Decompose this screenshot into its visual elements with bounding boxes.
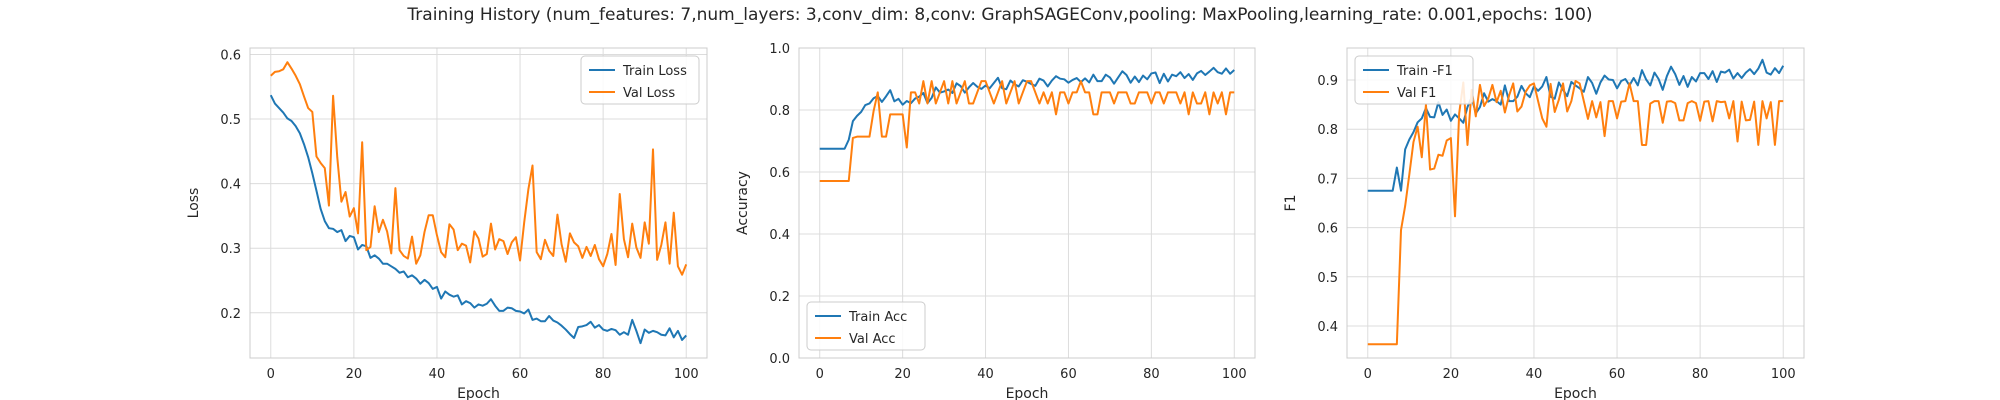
x-tick-label: 60 bbox=[1609, 367, 1626, 382]
x-tick-label: 20 bbox=[894, 367, 911, 382]
y-axis-label: Accuracy bbox=[735, 171, 751, 235]
x-tick-label: 0 bbox=[267, 367, 275, 382]
chart-panel-accuracy: 0 20 40 60 80 100 0.0 0.2 0.4 0.6 0.8 1.0 Epoch Accur… bbox=[735, 42, 1256, 400]
x-tick-label: 100 bbox=[1771, 367, 1796, 382]
x-tick-label: 40 bbox=[1526, 367, 1543, 382]
y-tick-label: 0.3 bbox=[220, 242, 241, 257]
plot-frame bbox=[798, 47, 1256, 359]
legend: Train Acc Val Acc bbox=[806, 301, 926, 351]
legend-label: Train -F1 bbox=[1396, 64, 1453, 79]
x-tick-label: 60 bbox=[512, 367, 529, 382]
y-tick-label: 0.6 bbox=[769, 166, 790, 181]
chart-panel-loss: 0 20 40 60 80 100 0.2 0.3 0.4 0.5 0.6 Epoch Loss Trai… bbox=[186, 47, 708, 400]
x-tick-label: 0 bbox=[816, 367, 824, 382]
y-tick-label: 1.0 bbox=[769, 42, 790, 57]
x-tick-label: 80 bbox=[595, 367, 612, 382]
y-tick-label: 0.9 bbox=[1317, 74, 1338, 89]
y-tick-label: 0.4 bbox=[769, 228, 790, 243]
y-tick-label: 0.2 bbox=[769, 290, 790, 305]
y-tick-label: 0.7 bbox=[1317, 172, 1338, 187]
x-axis-label: Epoch bbox=[457, 386, 500, 400]
y-tick-label: 0.2 bbox=[220, 307, 241, 322]
y-tick-label: 0.0 bbox=[769, 352, 790, 367]
legend-label: Val Loss bbox=[623, 86, 675, 101]
y-axis-label: Loss bbox=[186, 188, 202, 219]
x-tick-label: 80 bbox=[1143, 367, 1160, 382]
x-tick-label: 0 bbox=[1364, 367, 1372, 382]
y-tick-label: 0.4 bbox=[1317, 320, 1338, 335]
legend-label: Val F1 bbox=[1397, 86, 1436, 101]
y-tick-label: 0.6 bbox=[1317, 222, 1338, 237]
legend: Train Loss Val Loss bbox=[580, 55, 700, 105]
x-tick-label: 80 bbox=[1692, 367, 1709, 382]
x-tick-label: 20 bbox=[1443, 367, 1460, 382]
legend-label: Train Acc bbox=[848, 310, 907, 325]
y-axis-label: F1 bbox=[1283, 195, 1299, 212]
legend-label: Val Acc bbox=[849, 332, 896, 347]
x-tick-label: 40 bbox=[429, 367, 446, 382]
plot-frame bbox=[249, 47, 708, 359]
x-tick-label: 100 bbox=[1222, 367, 1247, 382]
x-tick-label: 20 bbox=[346, 367, 363, 382]
x-tick-label: 100 bbox=[674, 367, 699, 382]
series-line-val-loss bbox=[270, 61, 688, 276]
series-line-val-acc bbox=[819, 80, 1235, 182]
y-tick-label: 0.8 bbox=[1317, 123, 1338, 138]
y-tick-label: 0.8 bbox=[769, 104, 790, 119]
y-tick-label: 0.5 bbox=[1317, 271, 1338, 286]
legend-label: Train Loss bbox=[622, 64, 687, 79]
x-tick-label: 60 bbox=[1060, 367, 1077, 382]
chart-panel-f1: 0 20 40 60 80 100 0.4 0.5 0.6 0.7 0.8 0.9 Epoch F1 Tra… bbox=[1283, 47, 1805, 400]
plot-frame bbox=[1346, 47, 1805, 359]
y-tick-label: 0.4 bbox=[220, 178, 241, 193]
figure-title: Training History (num_features: 7,num_la… bbox=[406, 5, 1592, 25]
y-tick-label: 0.6 bbox=[220, 48, 241, 63]
x-tick-label: 40 bbox=[977, 367, 994, 382]
series-line-val-f1 bbox=[1367, 79, 1784, 346]
x-axis-label: Epoch bbox=[1006, 386, 1049, 400]
x-axis-label: Epoch bbox=[1554, 386, 1597, 400]
y-tick-label: 0.5 bbox=[220, 113, 241, 128]
legend: Train -F1 Val F1 bbox=[1354, 55, 1474, 105]
series-line-train-loss bbox=[269, 94, 687, 345]
